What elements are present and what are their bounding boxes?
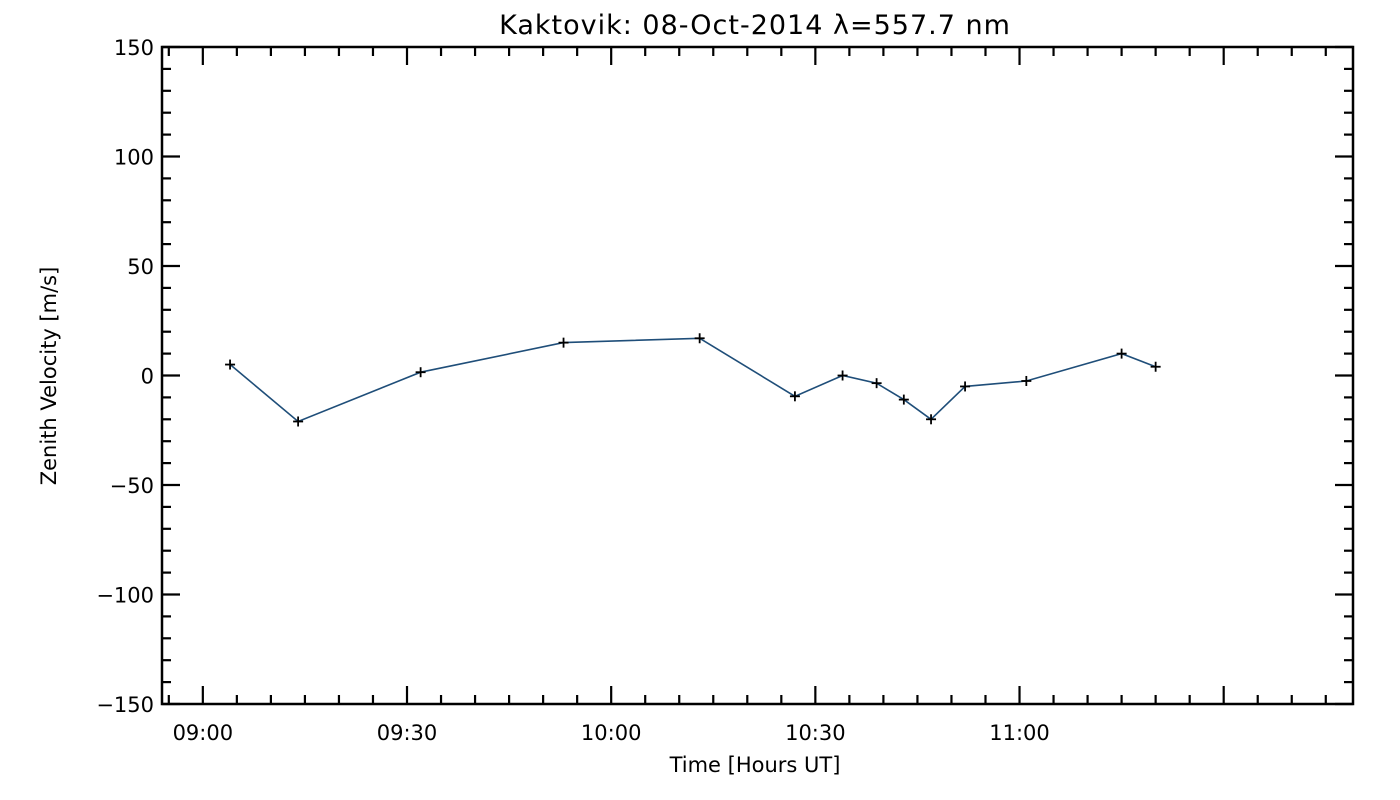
data-point [871,378,882,389]
chart-title: Kaktovik: 08-Oct-2014 λ=557.7 nm [499,10,1011,41]
data-point [926,414,937,425]
data-point [225,359,236,370]
y-tick-label: −100 [96,584,154,608]
data-point [415,367,426,378]
data-point [789,391,800,402]
data-point [837,370,848,381]
x-tick-label: 09:00 [173,721,234,745]
y-tick-label: −150 [96,693,154,717]
data-point [960,381,971,392]
plot-frame [160,45,1355,706]
data-point [293,416,304,427]
data-point [1116,348,1127,359]
y-tick-label: 50 [127,255,154,279]
y-tick-label: 0 [141,365,154,389]
x-tick-label: 09:30 [377,721,438,745]
y-tick-label: −50 [110,474,154,498]
x-axis: 09:00 09:30 10:00 10:30 11:00 [167,47,1327,745]
y-tick-label: 100 [114,146,154,170]
data-point [558,337,569,348]
x-tick-label: 10:00 [581,721,642,745]
x-tick-label: 10:30 [785,721,846,745]
data-point [694,333,705,344]
data-point [1150,361,1161,372]
y-tick-label: 150 [114,36,154,60]
y-axis-label: Zenith Velocity [m/s] [37,267,61,486]
x-tick-label: 11:00 [989,721,1050,745]
data-point [898,394,909,405]
y-axis: 150 100 50 0 −50 −100 −150 [96,36,1353,717]
series-markers [225,333,1161,427]
series-line [229,337,1156,423]
data-point [1021,375,1032,386]
x-axis-label: Time [Hours UT] [669,753,841,777]
